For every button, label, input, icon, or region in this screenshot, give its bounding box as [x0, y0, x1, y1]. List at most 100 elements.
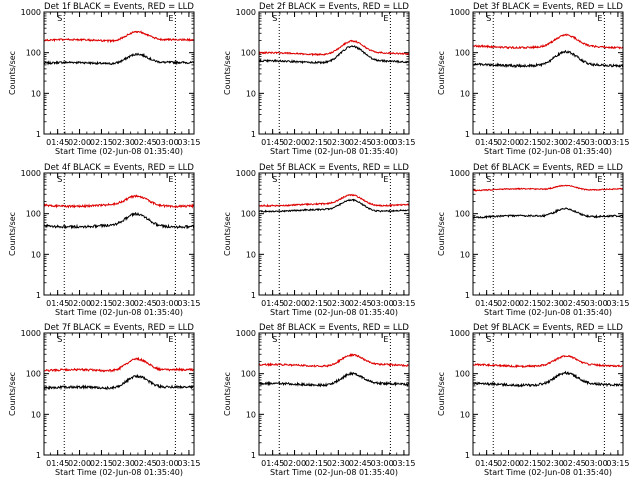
x-tick-label: 02:45	[349, 299, 372, 308]
events-series-line	[473, 49, 623, 69]
x-tick-label: 02:15	[519, 299, 542, 308]
x-tick-label: 03:15	[392, 299, 415, 308]
x-tick-label: 02:00	[283, 138, 306, 147]
panel-title: Det 7f BLACK = Events, RED = LLD	[44, 323, 194, 333]
events-series-line	[473, 207, 624, 220]
x-tick-label: 02:45	[134, 459, 157, 468]
x-tick-label: 02:30	[327, 459, 350, 468]
lld-series-line	[258, 353, 410, 368]
y-axis-label: Counts/sec	[223, 372, 232, 416]
x-tick-label: 02:00	[283, 299, 306, 308]
events-series-line	[43, 373, 195, 391]
plot-frame	[472, 332, 624, 456]
y-tick-label: 100	[455, 210, 470, 219]
x-tick-label: 02:00	[497, 138, 520, 147]
plot-frame	[258, 11, 410, 135]
start-marker-label: S	[486, 14, 491, 23]
y-tick-label: 1	[251, 451, 256, 460]
panel-title: Det 9f BLACK = Events, RED = LLD	[473, 323, 623, 333]
start-marker-label: S	[57, 335, 62, 344]
panel-1: Det 1f BLACK = Events, RED = LLD Counts/s…	[8, 2, 200, 156]
x-tick-label: 01:45	[46, 138, 69, 147]
panel-title: Det 8f BLACK = Events, RED = LLD	[259, 323, 409, 333]
y-tick-label: 1	[36, 451, 41, 460]
start-marker-label: S	[272, 335, 277, 344]
y-tick-label: 1000	[21, 169, 41, 178]
y-tick-label: 100	[241, 49, 256, 58]
x-tick-label: 03:15	[392, 459, 415, 468]
plot-frame	[43, 332, 195, 456]
events-series-line	[472, 370, 624, 388]
x-tick-label: 03:15	[606, 459, 629, 468]
panel-5: Det 5f BLACK = Events, RED = LLD Counts/s…	[223, 163, 415, 317]
x-axis-label: Start Time (02-Jun-08 01:35:40)	[484, 147, 612, 156]
x-tick-label: 03:15	[606, 138, 629, 147]
y-tick-label: 100	[455, 49, 470, 58]
panel-title: Det 2f BLACK = Events, RED = LLD	[259, 2, 409, 12]
x-tick-label: 03:15	[177, 299, 200, 308]
x-tick-label: 01:45	[475, 299, 498, 308]
x-tick-label: 02:15	[519, 138, 542, 147]
x-tick-label: 02:30	[112, 138, 135, 147]
x-tick-label: 03:15	[392, 138, 415, 147]
plot-frame	[258, 332, 410, 456]
end-marker-label: E	[597, 14, 602, 23]
y-tick-label: 100	[241, 210, 256, 219]
y-tick-label: 1000	[21, 329, 41, 338]
end-marker-label: E	[168, 175, 173, 184]
end-marker-label: E	[168, 14, 173, 23]
y-tick-label: 1	[465, 130, 470, 139]
panel-7: Det 7f BLACK = Events, RED = LLD Counts/s…	[8, 323, 200, 477]
y-tick-label: 100	[26, 210, 41, 219]
x-axis-label: Start Time (02-Jun-08 01:35:40)	[270, 308, 398, 317]
y-tick-label: 1	[251, 291, 256, 300]
x-tick-label: 02:00	[497, 459, 520, 468]
x-tick-label: 03:15	[177, 138, 200, 147]
x-tick-label: 03:00	[156, 299, 179, 308]
x-tick-label: 02:15	[305, 299, 328, 308]
x-tick-label: 01:45	[475, 459, 498, 468]
panel-2: Det 2f BLACK = Events, RED = LLD Counts/s…	[223, 2, 415, 156]
events-series-line	[258, 45, 410, 65]
plot-frame	[472, 172, 624, 296]
x-tick-label: 01:45	[46, 299, 69, 308]
x-tick-label: 03:00	[156, 138, 179, 147]
panel-8: Det 8f BLACK = Events, RED = LLD Counts/s…	[223, 323, 415, 477]
x-tick-label: 02:15	[90, 299, 113, 308]
end-marker-label: E	[597, 175, 602, 184]
x-tick-label: 02:30	[112, 299, 135, 308]
x-tick-label: 03:15	[606, 299, 629, 308]
y-tick-label: 1000	[450, 8, 470, 17]
y-tick-label: 10	[31, 89, 41, 98]
lld-series-line	[43, 194, 194, 209]
x-tick-label: 01:45	[475, 138, 498, 147]
x-tick-label: 02:30	[541, 459, 564, 468]
y-tick-label: 1000	[236, 169, 256, 178]
panel-title: Det 1f BLACK = Events, RED = LLD	[44, 2, 194, 12]
panel-title: Det 5f BLACK = Events, RED = LLD	[259, 163, 409, 173]
y-tick-label: 10	[460, 250, 470, 259]
y-tick-label: 10	[246, 410, 256, 419]
x-tick-label: 03:00	[156, 459, 179, 468]
x-tick-label: 02:15	[305, 138, 328, 147]
y-tick-label: 10	[31, 410, 41, 419]
panel-title: Det 4f BLACK = Events, RED = LLD	[44, 163, 194, 173]
lld-series-line	[43, 30, 195, 44]
x-tick-label: 02:30	[541, 138, 564, 147]
end-marker-label: E	[168, 335, 173, 344]
x-tick-label: 02:30	[327, 299, 350, 308]
x-tick-label: 02:45	[563, 299, 586, 308]
events-series-line	[43, 211, 195, 230]
x-tick-label: 02:15	[519, 459, 542, 468]
start-marker-label: S	[486, 335, 491, 344]
start-marker-label: S	[486, 175, 491, 184]
lld-series-line	[258, 193, 410, 208]
start-marker-label: S	[272, 14, 277, 23]
y-tick-label: 1	[36, 291, 41, 300]
y-axis-label: Counts/sec	[437, 212, 446, 256]
lld-series-line	[472, 354, 624, 369]
x-tick-label: 02:15	[90, 138, 113, 147]
x-tick-label: 02:30	[327, 138, 350, 147]
y-tick-label: 1000	[450, 329, 470, 338]
x-tick-label: 02:00	[68, 459, 91, 468]
